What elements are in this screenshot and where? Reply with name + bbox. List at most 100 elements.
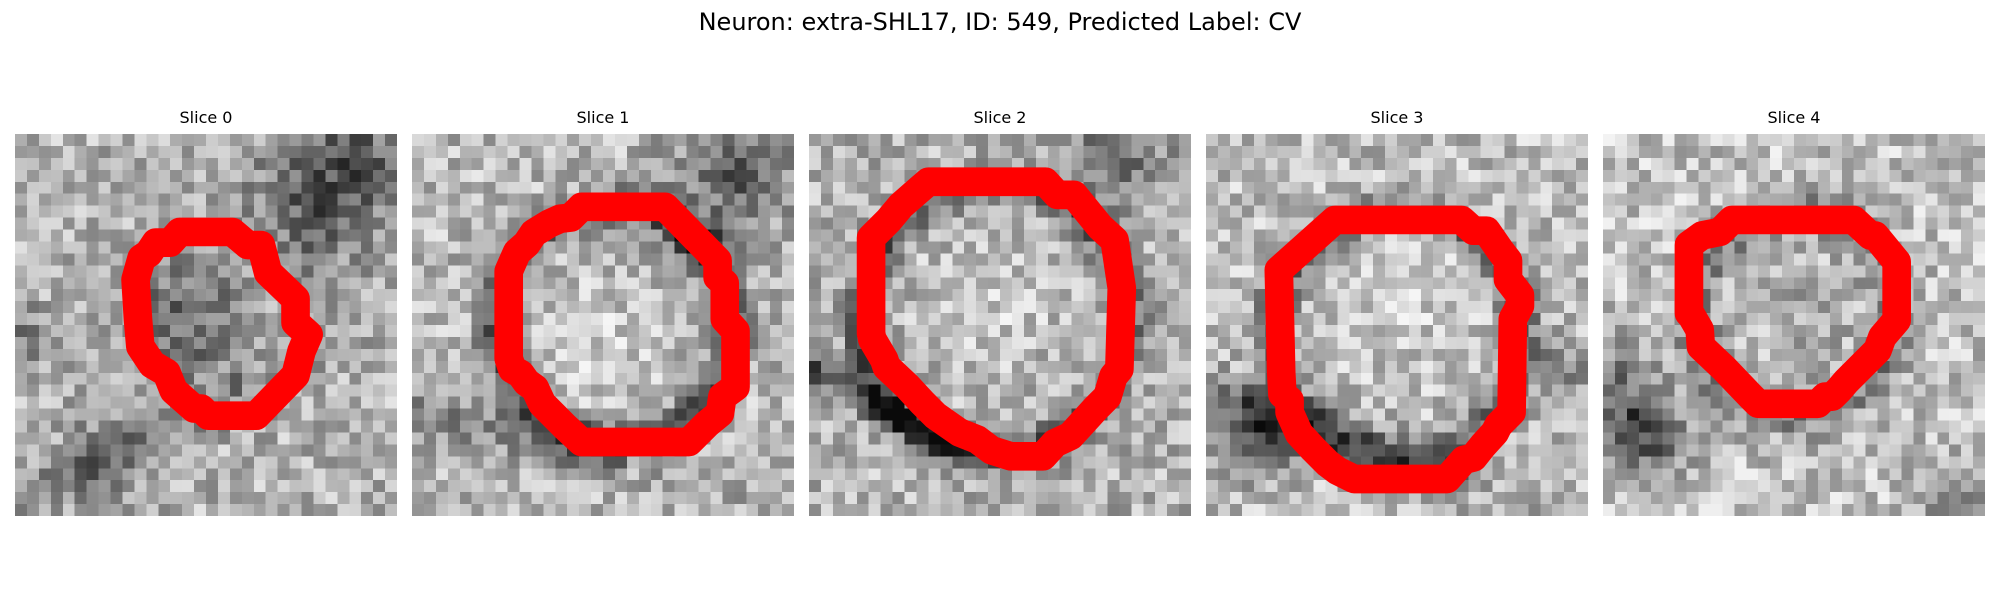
image-pixel xyxy=(1638,360,1651,373)
image-pixel xyxy=(1710,301,1723,314)
slice-image-4 xyxy=(1603,134,1985,516)
image-pixel xyxy=(1805,432,1819,445)
image-pixel xyxy=(1722,134,1735,147)
image-pixel xyxy=(1901,372,1914,385)
image-pixel xyxy=(435,241,449,254)
image-pixel xyxy=(1000,217,1013,230)
image-pixel xyxy=(15,504,28,516)
image-pixel xyxy=(1253,480,1266,493)
image-pixel xyxy=(1638,336,1651,350)
image-pixel xyxy=(50,492,63,505)
image-pixel xyxy=(349,444,362,457)
image-pixel xyxy=(1662,444,1675,457)
image-pixel xyxy=(1301,181,1314,194)
image-pixel xyxy=(1059,348,1072,362)
image-pixel xyxy=(26,134,40,147)
image-pixel xyxy=(146,468,159,481)
image-pixel xyxy=(1071,169,1084,182)
image-pixel xyxy=(1480,360,1493,373)
image-pixel xyxy=(1901,229,1914,242)
image-pixel xyxy=(182,301,195,314)
image-pixel xyxy=(952,504,965,516)
image-pixel xyxy=(459,360,472,373)
image-pixel xyxy=(471,241,484,254)
image-pixel xyxy=(1638,325,1651,338)
image-pixel xyxy=(50,480,63,493)
image-pixel xyxy=(519,205,532,218)
image-pixel xyxy=(229,468,243,481)
image-pixel xyxy=(50,456,63,469)
image-pixel xyxy=(507,456,520,469)
image-pixel xyxy=(1155,504,1168,516)
image-pixel xyxy=(1710,384,1723,397)
image-pixel xyxy=(373,193,386,206)
image-pixel xyxy=(1035,372,1048,385)
image-pixel xyxy=(746,169,759,182)
image-pixel xyxy=(229,360,243,373)
image-pixel xyxy=(1746,348,1759,362)
image-pixel xyxy=(1865,408,1878,421)
image-pixel xyxy=(1206,193,1219,206)
image-pixel xyxy=(1686,205,1699,218)
image-pixel xyxy=(1662,289,1675,302)
image-pixel xyxy=(1829,145,1842,159)
image-pixel xyxy=(1949,229,1962,242)
image-pixel xyxy=(385,253,397,266)
image-pixel xyxy=(1528,217,1541,230)
image-pixel xyxy=(182,134,195,147)
image-pixel xyxy=(98,169,111,182)
image-pixel xyxy=(423,408,437,421)
image-pixel xyxy=(1913,205,1926,218)
image-pixel xyxy=(1361,444,1374,457)
image-pixel xyxy=(638,301,651,314)
image-pixel xyxy=(1889,205,1902,218)
image-pixel xyxy=(194,492,207,505)
image-pixel xyxy=(1552,265,1565,278)
image-pixel xyxy=(1325,420,1338,433)
image-pixel xyxy=(1253,289,1266,302)
image-pixel xyxy=(555,336,568,350)
image-pixel xyxy=(531,265,544,278)
image-pixel xyxy=(1674,157,1687,171)
image-pixel xyxy=(277,229,290,242)
image-pixel xyxy=(1265,145,1278,159)
image-pixel xyxy=(1253,217,1266,230)
image-pixel xyxy=(1179,432,1191,445)
image-pixel xyxy=(447,468,460,481)
image-pixel xyxy=(1817,157,1831,171)
image-pixel xyxy=(385,408,397,421)
image-pixel xyxy=(412,265,425,278)
image-pixel xyxy=(1638,372,1651,385)
image-pixel xyxy=(1528,325,1541,338)
image-pixel xyxy=(1782,325,1795,338)
image-pixel xyxy=(301,456,314,469)
image-pixel xyxy=(182,504,195,516)
image-pixel xyxy=(904,217,917,230)
image-pixel xyxy=(447,325,460,338)
image-pixel xyxy=(543,193,556,206)
image-pixel xyxy=(614,384,628,397)
image-pixel xyxy=(1083,336,1096,350)
image-pixel xyxy=(146,217,159,230)
image-pixel xyxy=(217,193,231,206)
image-pixel xyxy=(313,432,326,445)
image-pixel xyxy=(1206,265,1219,278)
image-pixel xyxy=(1206,372,1219,385)
image-pixel xyxy=(1385,241,1398,254)
image-pixel xyxy=(1000,360,1013,373)
image-pixel xyxy=(1770,265,1783,278)
image-pixel xyxy=(1853,408,1866,421)
image-pixel xyxy=(1564,325,1577,338)
image-pixel xyxy=(1468,492,1481,505)
image-pixel xyxy=(1408,289,1422,302)
image-pixel xyxy=(1734,134,1747,147)
image-pixel xyxy=(880,145,893,159)
image-pixel xyxy=(435,444,449,457)
image-pixel xyxy=(313,444,326,457)
image-pixel xyxy=(170,265,183,278)
image-pixel xyxy=(698,205,711,218)
image-pixel xyxy=(1564,277,1577,290)
image-pixel xyxy=(832,480,846,493)
image-pixel xyxy=(471,217,484,230)
image-pixel xyxy=(1552,289,1565,302)
